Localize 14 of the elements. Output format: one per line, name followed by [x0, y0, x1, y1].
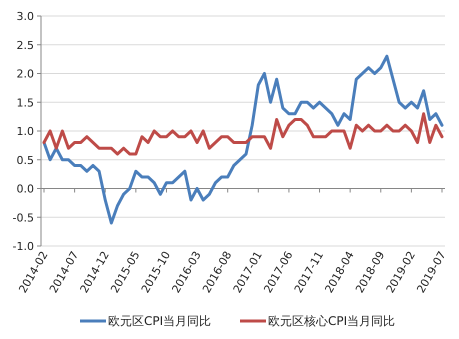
y-tick-label: 0.5	[16, 154, 34, 167]
line-series	[42, 112, 444, 156]
y-tick-label: 2.5	[16, 38, 34, 52]
legend-label: 欧元区核心CPI当月同比	[268, 314, 396, 328]
y-tick-label: 1.5	[16, 96, 34, 110]
legend-item: 欧元区CPI当月同比	[80, 314, 212, 328]
y-tick-label: 0.0	[16, 182, 34, 196]
y-tick-label: 3.0	[16, 10, 34, 23]
y-tick-label: 2.0	[16, 68, 34, 80]
y-tick-label: 1.0	[16, 125, 34, 138]
y-tick-label: -1.0	[12, 240, 34, 253]
legend-item: 欧元区核心CPI当月同比	[240, 314, 396, 328]
y-tick-label: -0.5	[12, 211, 34, 224]
legend-label: 欧元区CPI当月同比	[108, 314, 212, 328]
